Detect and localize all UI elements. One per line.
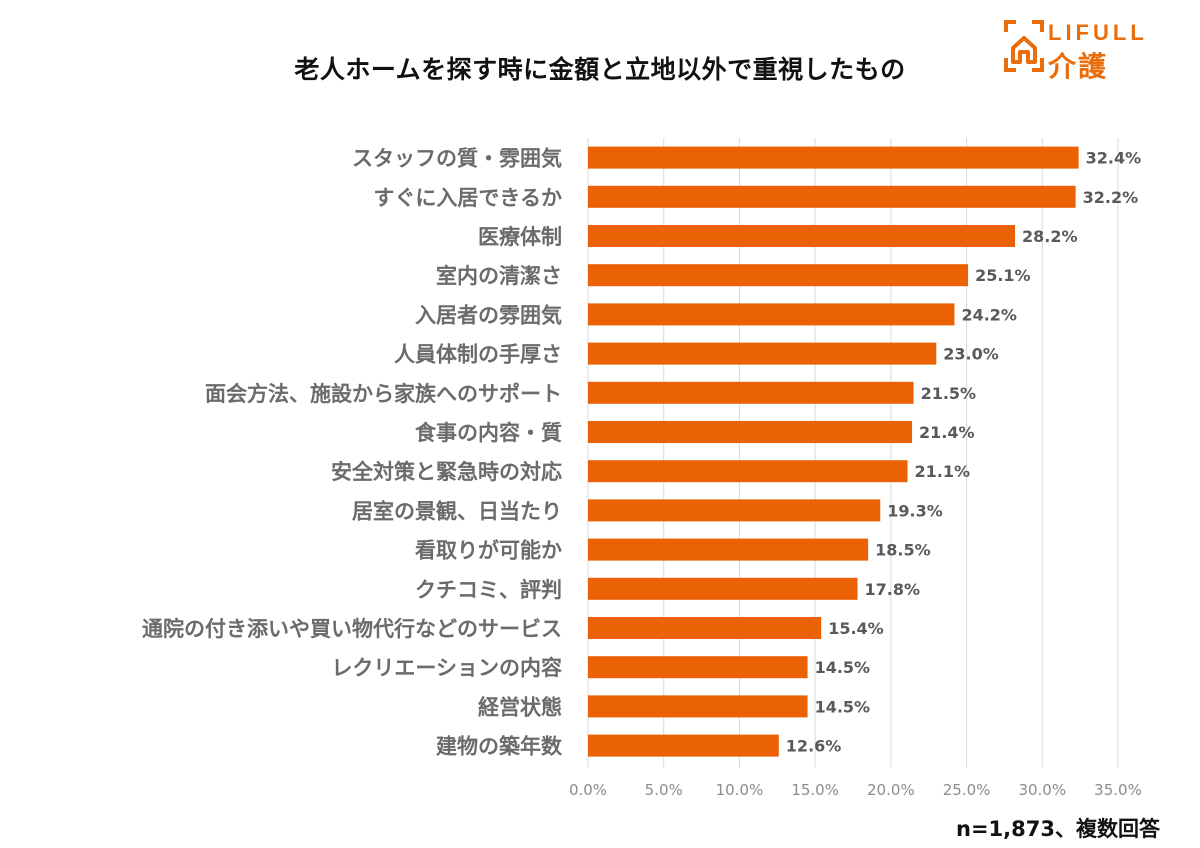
data-label: 21.1% [915, 462, 971, 481]
data-label: 32.2% [1083, 188, 1139, 207]
category-label: 通院の付き添いや買い物代行などのサービス [142, 617, 562, 641]
category-label: レクリエーションの内容 [331, 656, 562, 680]
category-label: 居室の景観、日当たり [352, 499, 562, 523]
logo-sub-text: 介護 [1048, 50, 1109, 83]
bar [588, 264, 969, 287]
x-tick-label: 25.0% [943, 781, 991, 799]
data-label: 17.8% [865, 580, 921, 599]
bar [588, 303, 955, 326]
category-label: 人員体制の手厚さ [394, 343, 562, 367]
data-label: 15.4% [828, 619, 884, 638]
category-label: 医療体制 [478, 225, 562, 249]
bar [588, 617, 822, 639]
bar [588, 499, 881, 522]
bar [588, 381, 914, 404]
lifull-logo: LIFULL 介護 [1004, 18, 1184, 83]
bar [588, 577, 858, 600]
category-label: 安全対策と緊急時の対応 [331, 460, 562, 484]
x-tick-label: 30.0% [1018, 781, 1066, 799]
sample-size-note: n=1,873、複数回答 [956, 817, 1160, 841]
x-tick-label: 10.0% [716, 781, 764, 799]
bar [588, 342, 937, 365]
bar [588, 421, 913, 443]
data-label: 21.5% [921, 384, 977, 403]
data-label: 14.5% [815, 697, 871, 716]
house-logo-icon [1004, 20, 1044, 72]
data-label: 23.0% [943, 345, 999, 364]
bar [588, 695, 808, 718]
category-label: すぐに入居できるか [373, 186, 562, 210]
bar [588, 734, 779, 757]
data-label: 14.5% [815, 658, 871, 677]
category-label: 入居者の雰囲気 [415, 303, 562, 327]
bar [588, 146, 1079, 169]
category-label: 看取りが可能か [415, 539, 562, 563]
data-label: 21.4% [919, 423, 975, 442]
category-label: スタッフの質・雰囲気 [352, 147, 562, 171]
data-label: 12.6% [786, 737, 842, 756]
bar [588, 538, 869, 561]
data-label: 32.4% [1086, 149, 1142, 168]
data-label: 19.3% [887, 501, 943, 520]
bar [588, 460, 908, 483]
category-label: 建物の築年数 [436, 735, 563, 759]
data-label: 24.2% [961, 305, 1017, 324]
bar [588, 656, 808, 679]
x-tick-label: 15.0% [791, 781, 839, 799]
x-tick-label: 0.0% [569, 781, 607, 799]
category-label: 経営状態 [478, 695, 562, 719]
logo-brand-text: LIFULL [1048, 20, 1148, 45]
data-label: 28.2% [1022, 227, 1078, 246]
x-tick-label: 35.0% [1094, 781, 1142, 799]
x-tick-label: 5.0% [645, 781, 683, 799]
bar [588, 185, 1076, 208]
category-label: 面会方法、施設から家族へのサポート [205, 382, 562, 406]
bar [588, 225, 1016, 247]
data-label: 25.1% [975, 266, 1031, 285]
x-tick-label: 20.0% [867, 781, 915, 799]
category-label: 室内の清潔さ [436, 264, 562, 288]
category-label: 食事の内容・質 [415, 421, 562, 445]
category-label: クチコミ、評判 [415, 578, 562, 602]
chart-title: 老人ホームを探す時に金額と立地以外で重視したもの [294, 55, 906, 84]
data-label: 18.5% [875, 541, 931, 560]
